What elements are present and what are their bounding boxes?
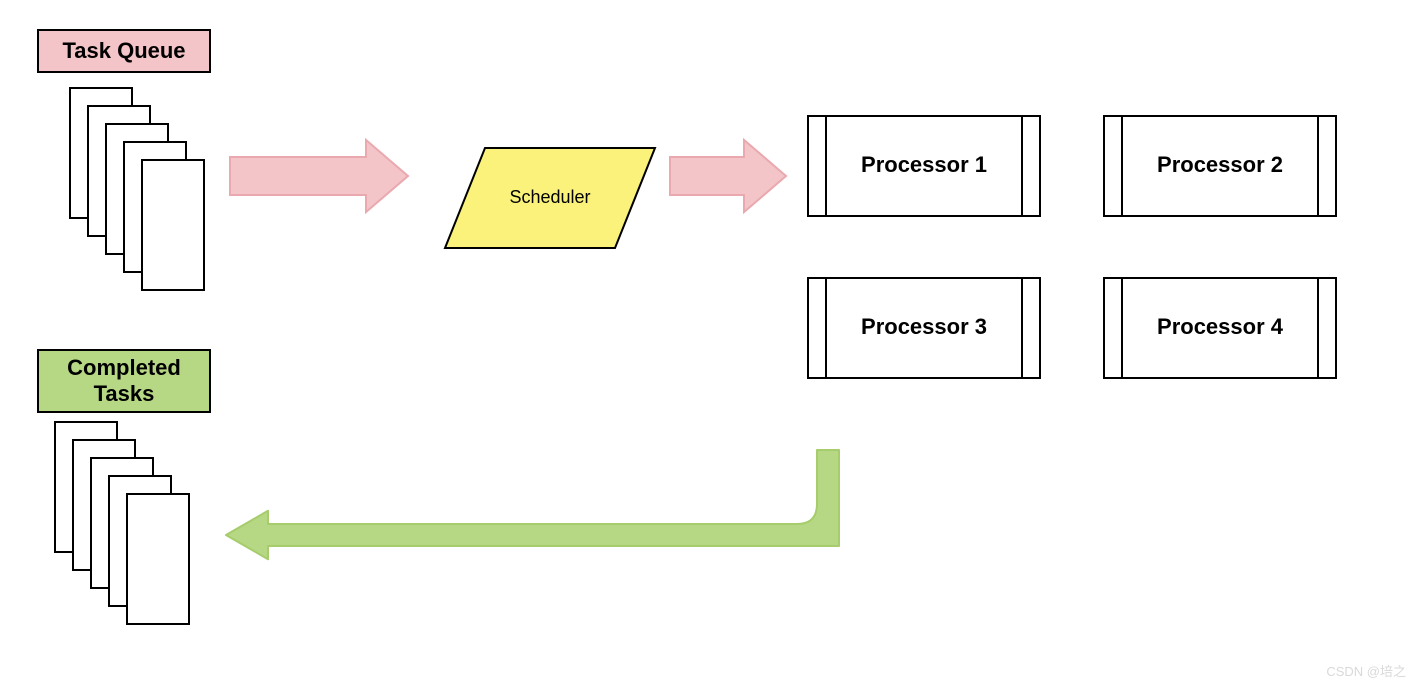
processor-2: Processor 2 [1104,116,1336,216]
scheduler-label: Scheduler [509,187,590,207]
processor-1-label: Processor 1 [861,152,987,177]
task-queue-title: Task Queue [38,30,210,72]
processor-3-label: Processor 3 [861,314,987,339]
watermark-text: CSDN @培之 [1326,664,1406,679]
completed-tasks-stack [55,422,189,624]
processor-4: Processor 4 [1104,278,1336,378]
task-queue-stack [70,88,204,290]
task-queue-label: Task Queue [62,38,185,63]
scheduler-node: Scheduler [445,148,655,248]
completed-label-line2: Tasks [94,381,155,406]
arrow-processor-to-completed [226,450,839,559]
processor-1: Processor 1 [808,116,1040,216]
processor-4-label: Processor 4 [1157,314,1284,339]
arrow-scheduler-to-processor [670,140,786,212]
arrow-queue-to-scheduler [230,140,408,212]
processor-2-label: Processor 2 [1157,152,1283,177]
processor-3: Processor 3 [808,278,1040,378]
completed-tasks-title: CompletedTasks [38,350,210,412]
completed-label-line1: Completed [67,355,181,380]
